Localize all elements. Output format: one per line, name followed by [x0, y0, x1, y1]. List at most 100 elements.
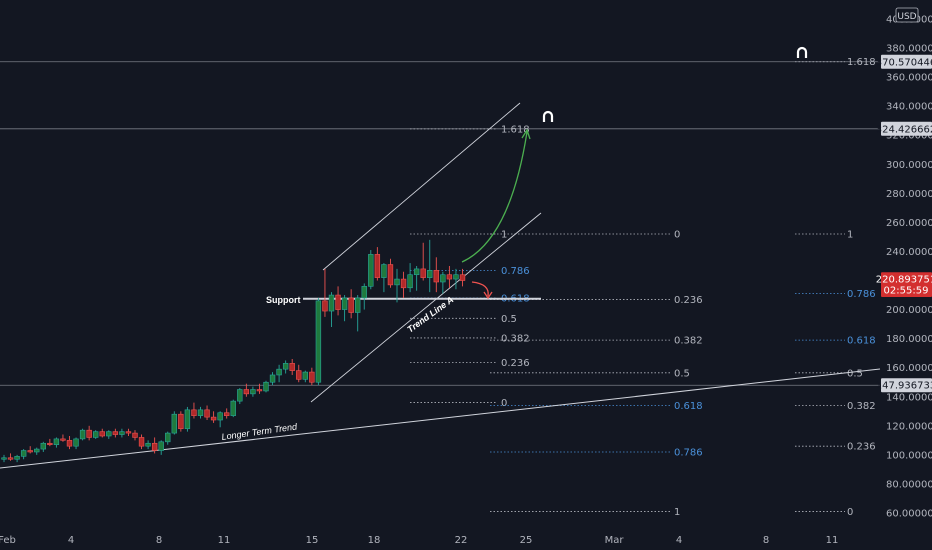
candle-body: [243, 389, 250, 395]
candle-body: [381, 264, 387, 278]
candle-body: [7, 457, 14, 460]
x-tick-label: 4: [676, 535, 682, 546]
fib-level-label: 0.382: [501, 333, 530, 344]
candle-body: [14, 456, 20, 460]
candle-body: [27, 450, 33, 453]
green-arrow-head: [521, 128, 531, 140]
candle-body: [217, 412, 223, 421]
candle-body: [171, 413, 177, 434]
fib-level-label: 0.786: [501, 266, 530, 277]
projection-arrows: [461, 46, 808, 300]
fib-level-label: 0.786: [847, 289, 876, 300]
candle-body: [446, 274, 453, 280]
candle-body: [354, 297, 361, 313]
x-tick-label: 4: [68, 535, 74, 546]
candle-body: [309, 371, 315, 383]
candle-body: [184, 409, 191, 430]
candle-body: [387, 264, 394, 286]
candle-body: [132, 432, 138, 438]
fib-level-label: 0.236: [501, 358, 530, 369]
price-tag-bg: [881, 272, 932, 287]
candle-body: [282, 363, 289, 370]
price-tag-bg: [881, 54, 932, 69]
x-tick-label: 11: [218, 535, 231, 546]
candle-body: [20, 450, 27, 457]
currency-badge[interactable]: USD: [895, 7, 919, 23]
fib-level-label: 0: [847, 507, 853, 518]
red-arrow-head: [483, 291, 493, 300]
candle-body: [269, 374, 276, 383]
fib-level-label: 0.5: [847, 368, 863, 379]
candle-body: [138, 437, 145, 447]
y-tick-label: 160.000000: [886, 363, 932, 374]
price-tag-bg: [881, 121, 932, 136]
fib-level-label: 0: [674, 230, 680, 241]
candle-body: [328, 294, 335, 312]
candle-body: [47, 442, 53, 446]
y-tick-label: 340.000000: [886, 102, 932, 113]
magnet-icon: [542, 110, 554, 122]
candle-body: [60, 438, 66, 441]
candle-body: [433, 270, 439, 283]
candle-body: [250, 389, 256, 395]
candle-body: [106, 431, 112, 437]
red-projection-arrow: [471, 281, 489, 297]
fib-level-label: 0.618: [847, 336, 876, 347]
y-tick-label: 380.000000: [886, 44, 932, 55]
candle-body: [413, 268, 420, 276]
y-tick-label: 260.000000: [886, 218, 932, 229]
price-tag-label: 370.570446: [876, 57, 932, 68]
candle-body: [119, 431, 125, 435]
fib-level-label: 0.5: [674, 368, 690, 379]
fib-level-label: 0.618: [674, 401, 703, 412]
fib-level-label: 0.236: [847, 442, 876, 453]
candle-body: [361, 286, 367, 299]
y-tick-label: 180.000000: [886, 334, 932, 345]
magnet-icon: [796, 46, 808, 58]
fib-level-label: 0: [501, 398, 507, 409]
price-tag-label: 324.426662: [876, 124, 932, 135]
candle-body: [79, 429, 86, 440]
candle-body: [374, 254, 381, 278]
fib-level-label: 0.382: [847, 401, 876, 412]
candle-body: [459, 274, 466, 281]
longer-term-trend-line: [0, 368, 881, 469]
x-tick-label: Feb: [0, 535, 16, 546]
x-tick-label: 11: [826, 535, 839, 546]
candle-body: [302, 371, 308, 380]
candle-body: [322, 300, 328, 312]
y-tick-label: 140.000000: [886, 392, 932, 403]
candle-body: [440, 274, 446, 283]
channel-upper-line: [322, 102, 521, 271]
candle-body: [1, 457, 7, 460]
candle-body: [453, 274, 459, 280]
fib-level-label: 0.5: [501, 314, 517, 325]
time-axis[interactable]: Feb 4 8 11 15 18 22 25 Mar 4 8 11: [0, 535, 838, 546]
y-tick-label: 80.000000: [886, 479, 932, 490]
fib-level-label: 1.618: [501, 124, 530, 135]
price-tag-label: 147.936733: [876, 381, 932, 392]
candle-body: [99, 431, 105, 437]
candle-body: [191, 409, 197, 416]
y-tick-label: 60.000000: [886, 509, 932, 520]
candle-body: [276, 368, 282, 376]
trend-line-a: [310, 212, 542, 403]
candle-body: [368, 254, 374, 287]
candle-body: [178, 413, 184, 430]
support-label: Support: [266, 295, 301, 305]
candlesticks: [1, 239, 466, 463]
candle-body: [296, 370, 302, 380]
candle-body: [53, 438, 60, 446]
candle-body: [341, 297, 348, 310]
y-tick-label: 240.000000: [886, 247, 932, 258]
candle-body: [420, 268, 426, 278]
candle-body: [40, 442, 47, 450]
candle-body: [151, 442, 158, 451]
x-tick-label: 15: [306, 535, 319, 546]
fib-level-label: 0.786: [674, 447, 703, 458]
candle-body: [237, 389, 243, 402]
y-tick-label: 300.000000: [886, 160, 932, 171]
x-tick-label: 18: [368, 535, 381, 546]
